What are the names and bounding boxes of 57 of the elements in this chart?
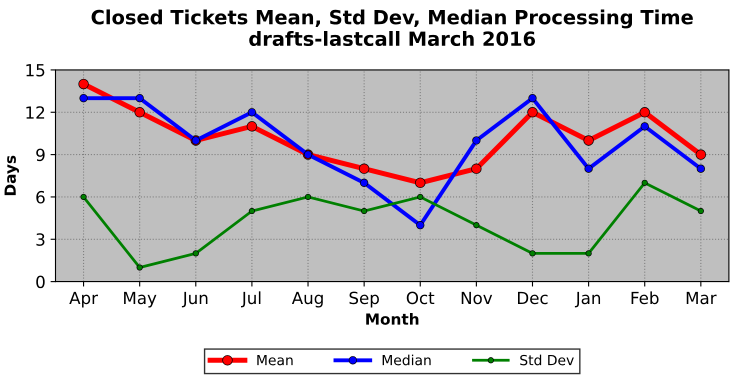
point xyxy=(584,164,593,173)
point xyxy=(527,107,538,118)
chart-title: Closed Tickets Mean, Std Dev, Median Processing Time xyxy=(92,9,693,28)
x-tick-label: Dec xyxy=(518,292,548,304)
point xyxy=(134,107,145,118)
y-tick-label: 6 xyxy=(36,190,45,204)
y-tick-label: 3 xyxy=(36,233,44,246)
y-tick-label: 0 xyxy=(36,276,45,288)
point xyxy=(360,178,368,187)
point xyxy=(529,250,536,257)
point xyxy=(248,208,256,214)
point xyxy=(192,250,199,257)
legend-label: Median xyxy=(382,354,431,366)
point xyxy=(415,178,426,188)
point xyxy=(80,194,87,200)
x-tick-label: Feb xyxy=(632,291,659,304)
point xyxy=(473,222,480,228)
point xyxy=(304,194,312,200)
point xyxy=(358,164,370,174)
x-axis-title: Month xyxy=(366,313,418,325)
x-tick-label: Oct xyxy=(406,292,434,304)
point xyxy=(471,164,482,174)
point xyxy=(640,122,649,131)
x-tick-label: Jan xyxy=(574,292,600,308)
y-tick-label: 12 xyxy=(26,106,44,119)
point xyxy=(136,264,143,271)
y-tick-label: 9 xyxy=(36,148,45,162)
y-tick-label: 15 xyxy=(26,64,44,76)
x-tick-label: Apr xyxy=(69,292,98,308)
point xyxy=(640,107,650,118)
legend-label: Std Dev xyxy=(520,354,574,366)
legend-label: Mean xyxy=(257,355,293,366)
point xyxy=(696,149,706,160)
point xyxy=(136,94,144,102)
point xyxy=(417,194,424,200)
point xyxy=(472,136,481,145)
point xyxy=(583,135,594,146)
point xyxy=(698,208,704,214)
y-axis-title: Days xyxy=(4,156,20,196)
x-tick-label: May xyxy=(124,292,156,308)
point xyxy=(696,164,706,173)
x-tick-label: Aug xyxy=(292,292,323,308)
x-tick-label: Sep xyxy=(350,292,379,308)
point xyxy=(585,250,592,257)
point xyxy=(79,94,88,102)
point xyxy=(528,94,537,102)
point xyxy=(246,121,258,132)
x-tick-label: Nov xyxy=(462,292,492,304)
x-tick-label: Mar xyxy=(686,292,717,304)
point xyxy=(642,180,648,186)
point xyxy=(361,208,368,214)
x-tick-label: Jun xyxy=(182,292,208,308)
chart-subtitle: drafts-lastcall March 2016 xyxy=(249,30,536,46)
point xyxy=(78,78,89,90)
x-tick-label: Jul xyxy=(240,291,260,308)
point xyxy=(416,220,424,230)
point xyxy=(248,108,256,116)
